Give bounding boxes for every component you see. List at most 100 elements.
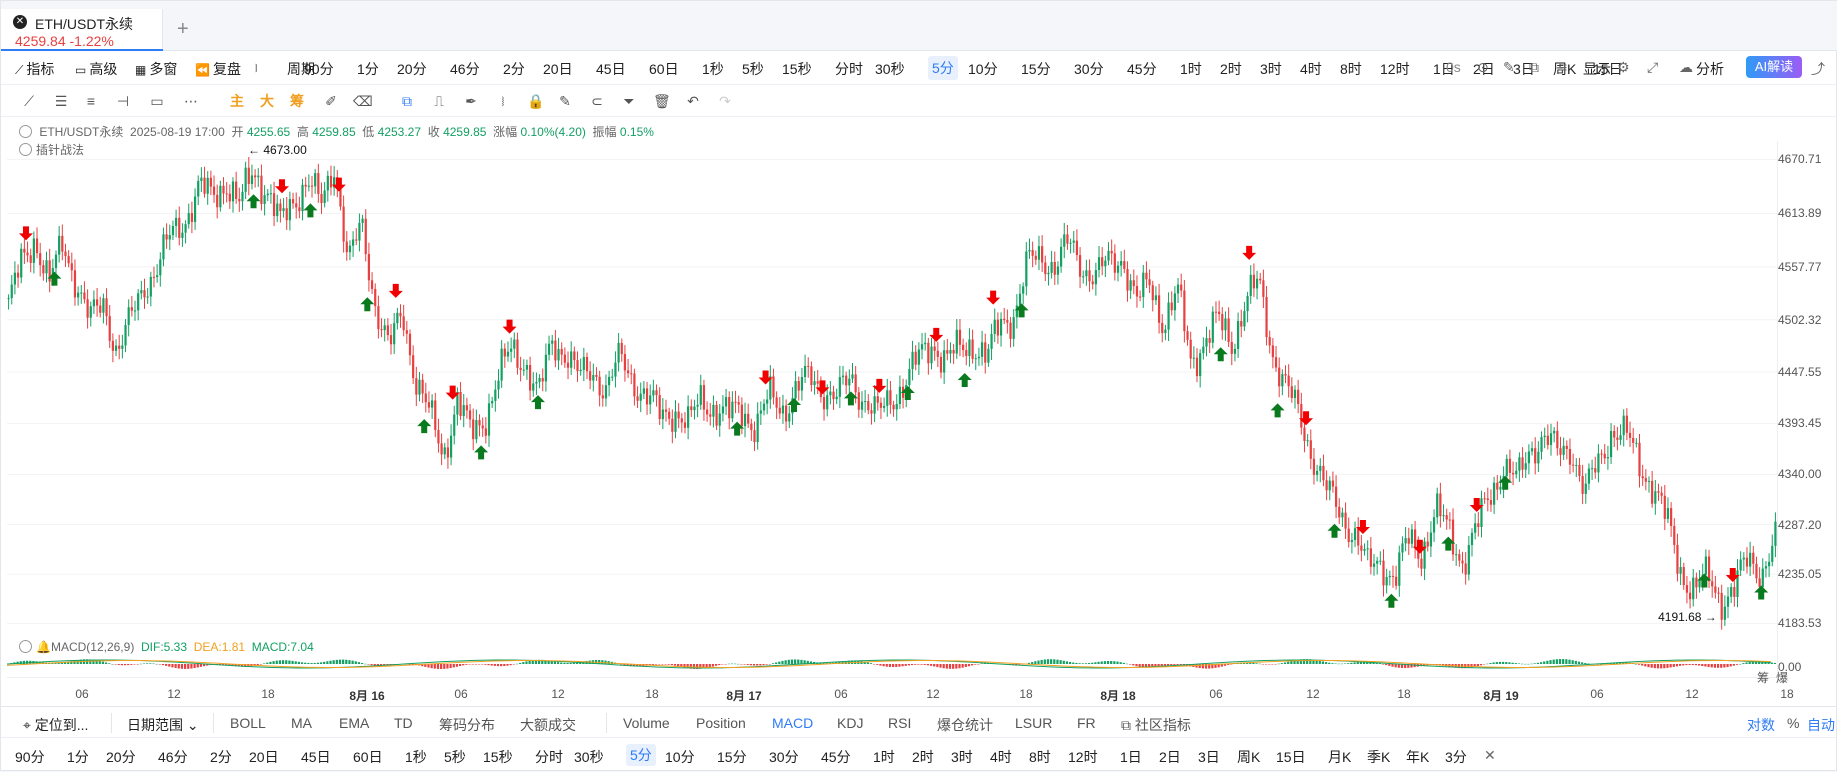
close-icon[interactable]: ✕ (13, 15, 27, 29)
period-3日[interactable]: 3日 (1513, 61, 1535, 77)
period-option-46分[interactable]: 46分 (158, 749, 188, 765)
period-4时[interactable]: 4时 (1300, 61, 1322, 77)
scale-option-0[interactable]: 对数 (1747, 717, 1775, 733)
period-option-45分[interactable]: 45分 (821, 749, 851, 765)
period-20分[interactable]: 20分 (397, 61, 427, 77)
period-option-季K[interactable]: 季K (1367, 749, 1391, 765)
period-2分[interactable]: 2分 (503, 61, 525, 77)
period-option-3分[interactable]: 3分 (1445, 749, 1467, 765)
horizontal-line-icon[interactable]: ⊣ (116, 93, 130, 109)
period-1分[interactable]: 1分 (357, 61, 379, 77)
scale-option-2[interactable]: 自动 (1807, 717, 1835, 733)
parallel-lines-icon[interactable]: ☰ (54, 93, 68, 109)
trash-icon[interactable]: 🗑 (653, 93, 671, 109)
period-15日[interactable]: 15日 (1593, 61, 1623, 77)
period-30分[interactable]: 30分 (1074, 61, 1104, 77)
period-10分[interactable]: 10分 (968, 61, 998, 77)
period-1秒[interactable]: 1秒 (702, 61, 724, 77)
period-30秒[interactable]: 30秒 (875, 61, 905, 77)
main-indicator-BOLL[interactable]: BOLL (230, 715, 266, 731)
period-1日[interactable]: 1日 (1433, 61, 1455, 77)
gear-icon[interactable]: ⚙ (1617, 59, 1630, 75)
period-option-4时[interactable]: 4时 (990, 749, 1012, 765)
period-周K[interactable]: 周K (1553, 61, 1577, 77)
period-option-1时[interactable]: 1时 (873, 749, 895, 765)
period-option-2日[interactable]: 2日 (1159, 749, 1181, 765)
period-option-45日[interactable]: 45日 (301, 749, 331, 765)
bell-icon[interactable]: 🔔 (36, 640, 51, 654)
chips-icon[interactable]: 筹 (290, 93, 304, 109)
undo-icon[interactable]: ↶ (687, 93, 699, 109)
more-icon[interactable]: ⋯ (184, 93, 198, 109)
main-indicator-EMA[interactable]: EMA (339, 715, 370, 731)
candlestick-chart[interactable] (7, 141, 1777, 641)
fib-icon[interactable]: ≡ (86, 93, 96, 109)
big-icon[interactable]: 大 (260, 93, 274, 109)
trendline-icon[interactable]: ⟋ (24, 93, 34, 109)
period-option-周K[interactable]: 周K (1237, 749, 1261, 765)
toolbar-advanced[interactable]: ▭ 高级 (75, 59, 117, 79)
menu-icon[interactable]: ≡ (1559, 59, 1568, 75)
period-90分[interactable]: 90分 (304, 61, 334, 77)
sub-indicator-LSUR[interactable]: LSUR (1015, 715, 1053, 731)
period-option-5分[interactable]: 5分 (626, 744, 656, 766)
period-option-20分[interactable]: 20分 (106, 749, 136, 765)
collapse-icon[interactable] (19, 125, 32, 138)
copy-icon[interactable]: ⧉ (402, 93, 412, 109)
sub-indicator-MACD[interactable]: MACD (772, 715, 814, 731)
period-option-2时[interactable]: 2时 (912, 749, 934, 765)
pencil-icon[interactable]: ✎ (1503, 59, 1515, 75)
collapse-icon[interactable] (19, 143, 32, 156)
period-option-2分[interactable]: 2分 (210, 749, 232, 765)
brush-icon[interactable]: ✐ (325, 93, 337, 109)
period-2时[interactable]: 2时 (1220, 61, 1242, 77)
rectangle-icon[interactable]: ▭ (150, 93, 164, 109)
toolbar-indicators[interactable]: ⟋ 指标 (15, 59, 54, 79)
side-label-liquidation[interactable]: 爆 (1776, 671, 1789, 685)
sub-indicator-Position[interactable]: Position (696, 715, 746, 731)
display-menu[interactable]: 显示 (1583, 61, 1611, 77)
period-option-1日[interactable]: 1日 (1120, 749, 1142, 765)
analysis-menu[interactable]: 分析 (1696, 61, 1724, 77)
period-option-分时[interactable]: 分时 (535, 749, 563, 765)
period-3时[interactable]: 3时 (1260, 61, 1282, 77)
candles-icon[interactable]: ⧘ (501, 93, 505, 109)
main-indicator-TD[interactable]: TD (394, 715, 413, 731)
add-tab-button[interactable]: + (177, 18, 189, 40)
period-8时[interactable]: 8时 (1340, 61, 1362, 77)
toolbar-replay[interactable]: ⏪ 复盘 (195, 59, 241, 79)
ruler-icon[interactable]: ⎍ (434, 93, 444, 109)
period-option-12时[interactable]: 12时 (1068, 749, 1098, 765)
main-indicator-大额成交[interactable]: 大额成交 (520, 717, 576, 733)
macd-chart[interactable] (7, 651, 1777, 677)
main-icon[interactable]: 主 (230, 93, 244, 109)
period-option-10分[interactable]: 10分 (665, 749, 695, 765)
fullscreen-icon[interactable]: ⤢ (1647, 59, 1659, 75)
cloud-icon[interactable]: ☁ (1679, 59, 1693, 75)
window-icon[interactable]: ⧉ (1529, 59, 1539, 75)
time-axis[interactable] (7, 677, 1777, 701)
period-20日[interactable]: 20日 (543, 61, 573, 77)
collapse-icon[interactable] (19, 640, 32, 653)
period-option-5秒[interactable]: 5秒 (444, 749, 466, 765)
lock-icon[interactable]: 🔒 (527, 93, 545, 109)
period-option-3日[interactable]: 3日 (1198, 749, 1220, 765)
redo-icon[interactable]: ↷ (719, 93, 731, 109)
period-option-月K[interactable]: 月K (1328, 749, 1352, 765)
period-45分[interactable]: 45分 (1127, 61, 1157, 77)
period-option-15日[interactable]: 15日 (1276, 749, 1306, 765)
filter-icon[interactable]: ⏷ (623, 93, 635, 109)
period-option-年K[interactable]: 年K (1406, 749, 1430, 765)
note-icon[interactable]: ✎ (559, 93, 571, 109)
share-icon[interactable]: ⤴ (1811, 61, 1825, 77)
eraser-icon[interactable]: ⌫ (353, 93, 373, 109)
pen-icon[interactable]: ✒ (465, 93, 477, 109)
sub-indicator-Volume[interactable]: Volume (623, 715, 670, 731)
sub-indicator-爆仓统计[interactable]: 爆仓统计 (937, 717, 993, 733)
period-5分[interactable]: 5分 (928, 56, 958, 80)
camera-icon[interactable]: ⊙ (1477, 59, 1489, 75)
ai-interpret-button[interactable]: AI解读 (1746, 56, 1802, 78)
toolbar-period[interactable]: 周期 (287, 59, 315, 79)
locate-button[interactable]: ⌖ 定位到... (23, 715, 88, 735)
period-45日[interactable]: 45日 (596, 61, 626, 77)
